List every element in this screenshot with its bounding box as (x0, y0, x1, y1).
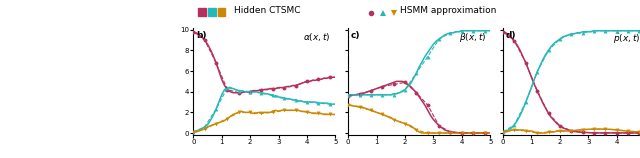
Text: HSMM approximation: HSMM approximation (400, 6, 497, 15)
Text: c): c) (351, 31, 360, 40)
Text: $\hat{p}(x,t)$: $\hat{p}(x,t)$ (613, 31, 640, 46)
Text: b): b) (196, 31, 207, 40)
Text: d): d) (506, 31, 516, 40)
Text: Hidden CTSMC: Hidden CTSMC (234, 6, 300, 15)
Text: $\beta(x,t)$: $\beta(x,t)$ (458, 31, 486, 44)
Text: $\alpha(x,t)$: $\alpha(x,t)$ (303, 31, 331, 43)
